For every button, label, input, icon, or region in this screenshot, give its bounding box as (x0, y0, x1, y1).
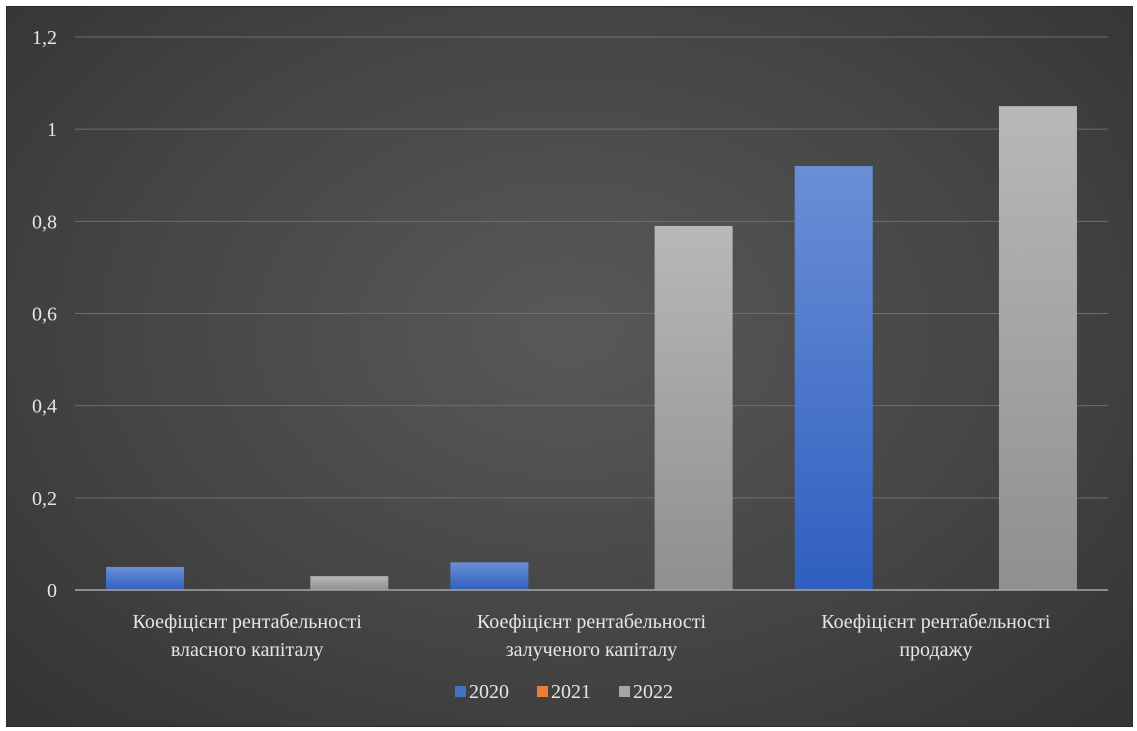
y-tick-label: 0,2 (32, 488, 57, 510)
y-tick-label: 0,4 (32, 396, 57, 418)
legend-swatch-2020 (455, 686, 466, 697)
bar-2022 (654, 225, 733, 591)
bar-2022 (998, 106, 1077, 590)
category-label: Коефіцієнт рентабельності (133, 611, 363, 633)
chart-area (6, 6, 1133, 727)
bar-2020 (794, 166, 873, 591)
legend-swatch-2022 (619, 686, 630, 697)
legend-label: 2021 (551, 681, 591, 703)
category-label: залученого капіталу (506, 639, 678, 661)
category-label: власного капіталу (171, 639, 324, 661)
y-tick-label: 0 (47, 580, 57, 602)
y-tick-label: 0,6 (32, 304, 57, 326)
category-label: Коефіцієнт рентабельності (821, 611, 1051, 633)
legend-swatch-2021 (537, 686, 548, 697)
category-label: продажу (899, 639, 972, 661)
legend-label: 2022 (633, 681, 673, 703)
y-tick-label: 0,8 (32, 211, 57, 233)
legend-label: 2020 (469, 681, 509, 703)
bar-2020 (106, 566, 185, 590)
y-tick-label: 1,2 (32, 27, 57, 49)
y-tick-label: 1 (47, 119, 57, 141)
category-label: Коефіцієнт рентабельності (477, 611, 707, 633)
bar-2020 (450, 562, 529, 590)
bar-2022 (310, 576, 389, 590)
